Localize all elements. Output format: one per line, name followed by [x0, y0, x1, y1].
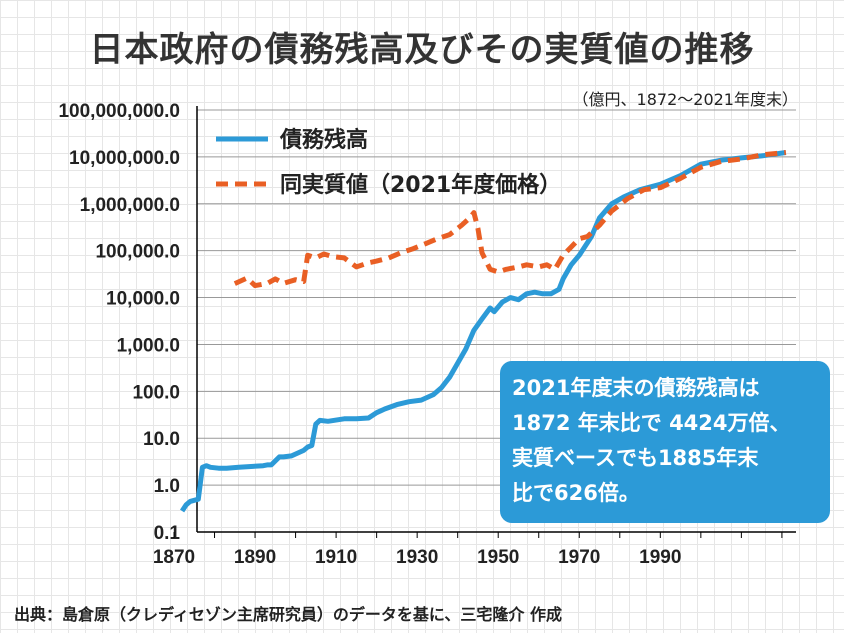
x-tick-label: 1990 — [639, 547, 681, 568]
source-note: 出典：島倉原（クレディセゾン主席研究員）のデータを基に、三宅隆介 作成 — [14, 605, 562, 624]
y-tick-label: 1.0 — [154, 476, 180, 497]
y-tick-label: 100.0 — [132, 382, 180, 403]
y-tick-label: 100,000,000.0 — [58, 101, 180, 122]
callout-line: 1872 年末比で 4424万倍、 — [512, 411, 791, 435]
x-tick-label: 1910 — [315, 547, 357, 568]
x-tick-label: 1870 — [153, 547, 195, 568]
series-line-2 — [233, 150, 787, 289]
legend-label-1: 債務残高 — [279, 127, 368, 153]
callout-line: 2021年度末の債務残高は — [512, 376, 760, 400]
y-tick-label: 100,000.0 — [95, 242, 180, 263]
x-tick-label: 1890 — [234, 547, 276, 568]
x-tick-label: 1970 — [558, 547, 600, 568]
y-tick-label: 1,000.0 — [117, 335, 180, 356]
y-tick-label: 1,000,000.0 — [80, 195, 180, 216]
legend-label-2: 同実質値（2021年度価格） — [280, 172, 561, 198]
chart-subtitle: （億円、1872～2021年度末） — [572, 90, 798, 109]
callout-box: 2021年度末の債務残高は 1872 年末比で 4424万倍、 実質ベースでも1… — [500, 361, 830, 523]
x-tick-label: 1930 — [396, 547, 438, 568]
y-tick-label: 10.0 — [143, 429, 180, 450]
callout-line: 比で626倍。 — [512, 481, 640, 505]
x-tick-label: 1950 — [477, 547, 519, 568]
callout-line: 実質ベースでも1885年末 — [512, 446, 759, 470]
page-title: 日本政府の債務残高及びその実質値の推移 — [89, 30, 755, 70]
y-tick-label: 10,000.0 — [106, 289, 180, 310]
series-line-1 — [180, 150, 787, 513]
y-tick-label: 0.1 — [154, 523, 181, 544]
y-tick-label: 10,000,000.0 — [69, 148, 180, 169]
